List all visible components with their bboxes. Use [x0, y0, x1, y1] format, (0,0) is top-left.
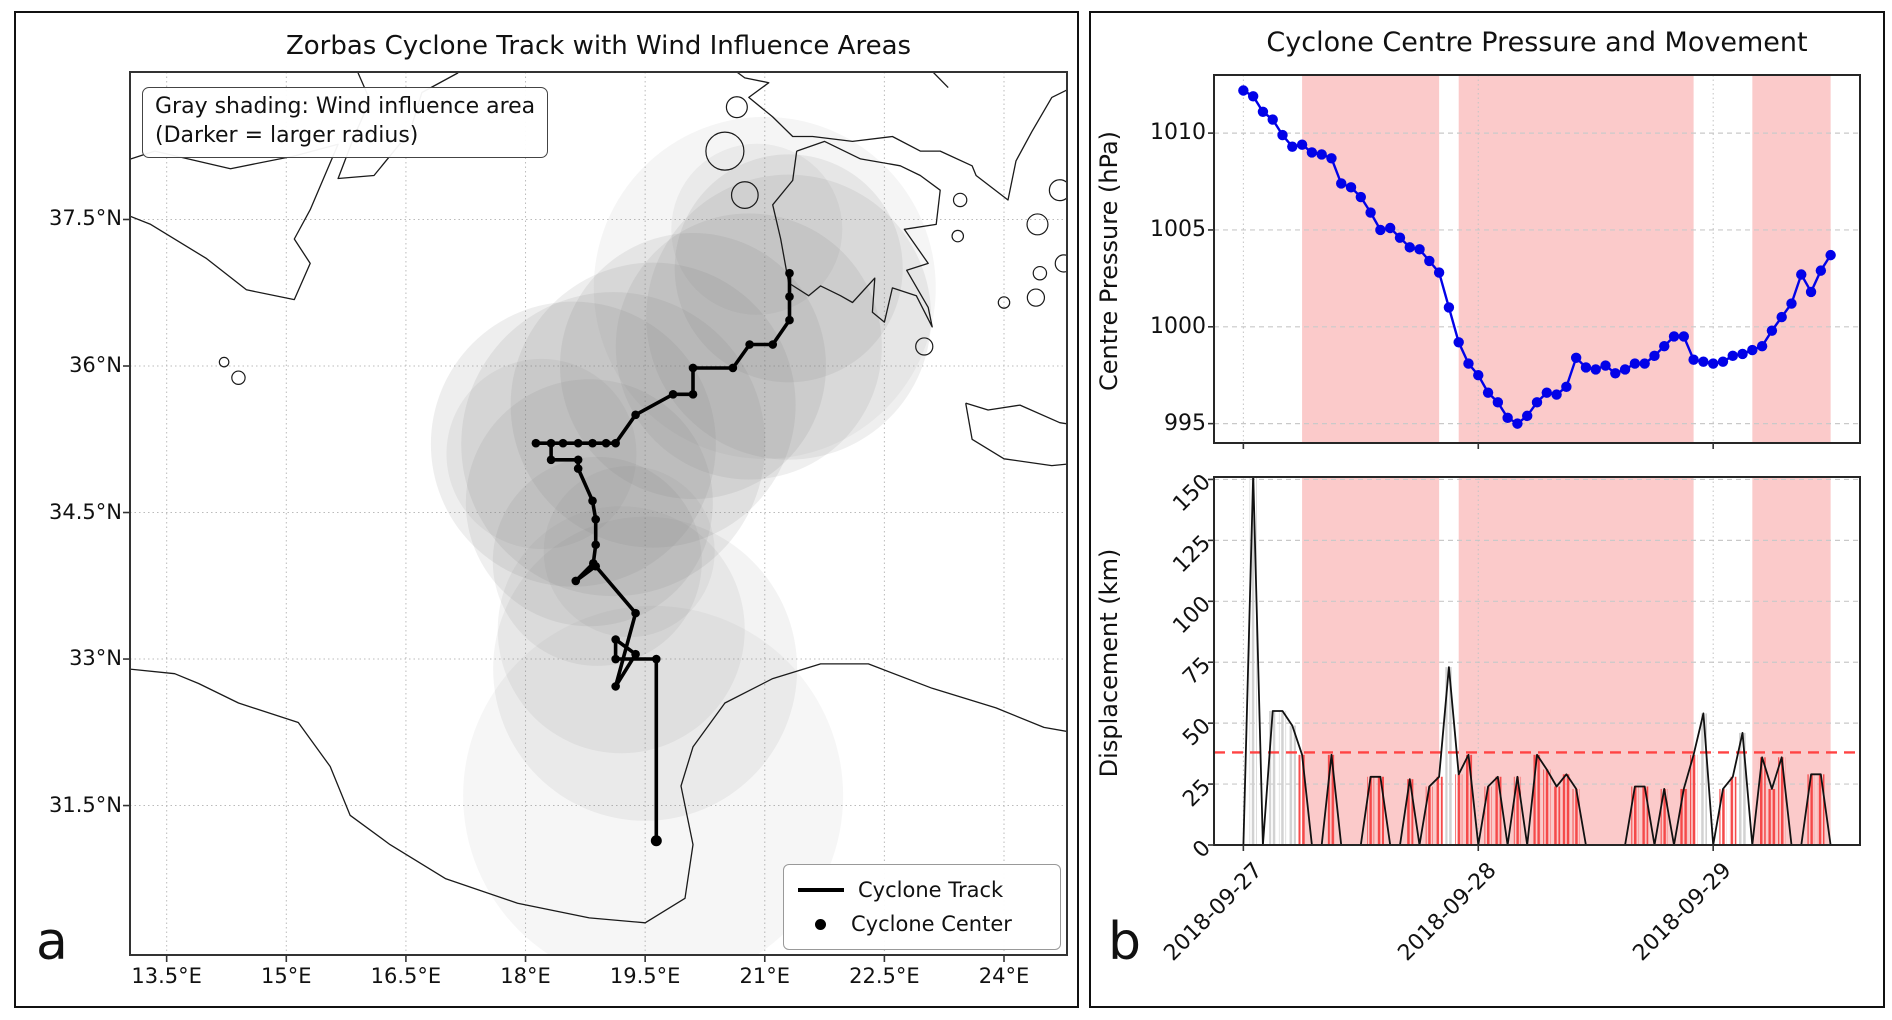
cyclone-track-map [123, 71, 1068, 962]
map-x-tick-label: 15°E [261, 964, 312, 988]
panel-b-letter: b [1108, 912, 1142, 972]
legend-row-center: Cyclone Center [798, 907, 1046, 941]
map-y-tick-label: 34.5°N [49, 499, 122, 524]
map-x-tick-label: 18°E [500, 964, 551, 988]
timeseries-title: Cyclone Centre Pressure and Movement [1266, 27, 1808, 58]
map-y-tick-label: 37.5°N [49, 206, 122, 231]
map-annotation-box: Gray shading: Wind influence area (Darke… [142, 87, 549, 159]
displacement-plot [1208, 476, 1861, 851]
map-legend: Cyclone Track Cyclone Center [783, 864, 1061, 950]
legend-row-track: Cyclone Track [798, 873, 1046, 907]
map-x-tick-label: 22.5°E [849, 964, 920, 988]
pressure-plot [1208, 74, 1861, 449]
map-x-tick-label: 16.5°E [370, 964, 442, 988]
map-x-tick-label: 13.5°E [131, 964, 202, 988]
pressure-y-axis-label: Centre Pressure (hPa) [1095, 130, 1123, 392]
legend-track-label: Cyclone Track [858, 878, 1004, 902]
pressure-y-tick-label: 1005 [1150, 216, 1206, 242]
map-x-tick-label: 21°E [739, 964, 791, 988]
pressure-y-tick-label: 995 [1164, 410, 1206, 436]
legend-center-label: Cyclone Center [851, 912, 1012, 936]
map-y-tick-label: 36°N [69, 353, 122, 377]
annotation-line-2: (Darker = larger radius) [155, 122, 419, 148]
map-y-tick-label: 33°N [69, 646, 122, 671]
track-line-icon [798, 888, 844, 892]
pressure-y-tick-label: 1010 [1150, 120, 1206, 146]
center-dot-icon [815, 918, 826, 930]
pressure-y-tick-label: 1000 [1150, 313, 1206, 339]
map-y-tick-label: 31.5°N [49, 792, 122, 817]
annotation-line-1: Gray shading: Wind influence area [155, 94, 536, 119]
map-x-tick-label: 24°E [978, 964, 1030, 988]
panel-a-letter: a [36, 912, 68, 972]
map-title: Zorbas Cyclone Track with Wind Influence… [285, 31, 912, 61]
map-x-tick-label: 19.5°E [609, 964, 681, 988]
displacement-y-axis-label: Displacement (km) [1095, 548, 1123, 778]
